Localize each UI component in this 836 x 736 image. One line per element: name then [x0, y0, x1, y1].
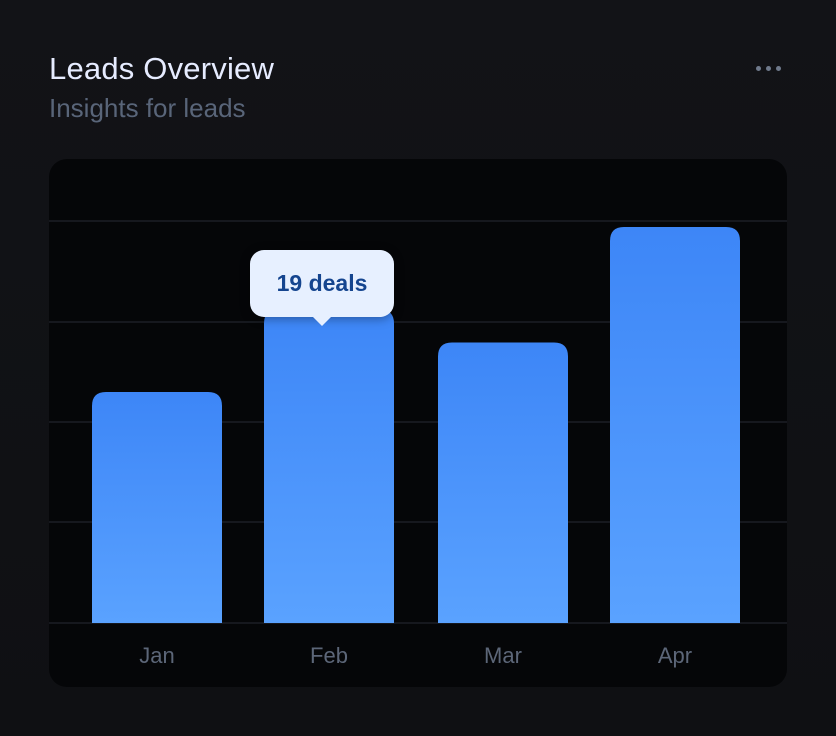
- x-tick-label-jan: Jan: [139, 643, 175, 668]
- chart-panel: [49, 159, 787, 687]
- x-tick-label-feb: Feb: [310, 643, 348, 668]
- tooltip-arrow: [311, 315, 333, 326]
- bar-apr[interactable]: [610, 227, 740, 623]
- bar-tooltip: 19 deals: [250, 250, 394, 326]
- more-dot: [775, 65, 781, 71]
- tooltip-text: 19 deals: [276, 270, 368, 296]
- card-subtitle: Insights for leads: [49, 93, 246, 123]
- more-dot: [765, 65, 771, 71]
- more-dot: [755, 65, 761, 71]
- more-options-icon[interactable]: [748, 56, 788, 80]
- card-title: Leads Overview: [49, 51, 275, 86]
- x-tick-label-mar: Mar: [484, 643, 522, 668]
- x-tick-label-apr: Apr: [657, 643, 693, 668]
- bar-mar[interactable]: [438, 342, 568, 624]
- bars: [92, 227, 740, 623]
- bar-jan[interactable]: [92, 392, 222, 623]
- bar-feb[interactable]: [264, 309, 394, 624]
- bar-chart: [49, 220, 787, 624]
